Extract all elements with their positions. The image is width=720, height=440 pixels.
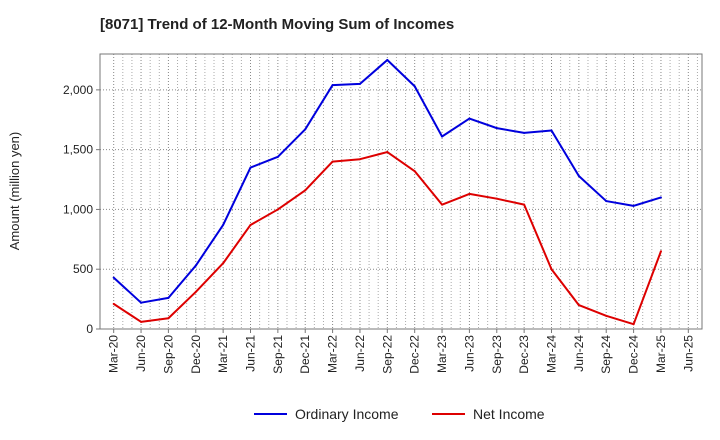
data-point [577,174,580,177]
y-axis-ticks: 0 500 1,000 1,500 2,000 [63,83,100,336]
data-point [523,131,526,134]
data-point [222,223,225,226]
chart-title: [8071] Trend of 12-Month Moving Sum of I… [100,16,455,33]
data-point [358,158,361,161]
plot-area-frame [99,53,703,330]
data-point [140,301,143,304]
y-tick-label: 500 [73,262,93,276]
y-tick-label: 1,000 [63,202,93,216]
data-point [550,129,553,132]
data-point [331,160,334,163]
x-tick-label: Sep-23 [490,335,504,374]
x-tick-label: Mar-22 [326,335,340,373]
data-point [468,192,471,195]
data-point [386,58,389,61]
x-tick-label: Dec-24 [627,335,641,374]
x-tick-label: Mar-23 [435,335,449,373]
data-point [140,320,143,323]
y-tick-label: 1,500 [63,143,93,157]
data-point [276,208,279,211]
data-point [222,262,225,265]
y-tick-label: 0 [86,322,93,336]
data-point [632,204,635,207]
data-point [194,264,197,267]
data-point [304,128,307,131]
x-tick-label: Sep-24 [599,335,613,374]
x-tick-label: Sep-21 [271,335,285,374]
data-point [249,166,252,169]
data-point [194,290,197,293]
data-point [550,268,553,271]
data-point [523,203,526,206]
data-point [605,314,608,317]
data-point [605,200,608,203]
data-point [413,85,416,88]
data-point [495,127,498,130]
grid-lines [100,54,702,329]
x-tick-label: Mar-25 [654,335,668,373]
x-tick-label: Jun-24 [572,335,586,372]
y-axis-title: Amount (million yen) [7,132,22,251]
x-tick-label: Jun-21 [244,335,258,372]
data-point [167,296,170,299]
x-tick-label: Sep-20 [161,335,175,374]
data-point [304,189,307,192]
data-point [112,302,115,305]
x-tick-label: Dec-23 [517,335,531,374]
legend-item: Net Income [432,406,545,422]
data-point [577,304,580,307]
data-point [413,170,416,173]
x-tick-label: Dec-20 [189,335,203,374]
x-tick-label: Sep-22 [380,335,394,374]
x-tick-label: Jun-22 [353,335,367,372]
data-point [386,151,389,154]
x-tick-label: Jun-25 [681,335,695,372]
x-tick-label: Jun-20 [134,335,148,372]
x-tick-label: Mar-24 [545,335,559,373]
data-point [331,84,334,87]
data-point [495,197,498,200]
data-point [441,203,444,206]
data-point [249,223,252,226]
legend-item: Ordinary Income [254,406,399,422]
legend: Ordinary Income Net Income [254,406,545,422]
x-tick-label: Mar-20 [107,335,121,373]
x-axis-ticks: Mar-20 Jun-20 Sep-20 Dec-20 Mar-21 Jun-21 Sep-… [107,329,695,374]
x-tick-label: Mar-21 [216,335,230,373]
x-tick-label: Jun-23 [462,335,476,372]
data-point [468,117,471,120]
data-point [276,155,279,158]
data-point [112,276,115,279]
x-tick-label: Dec-21 [298,335,312,374]
x-tick-label: Dec-22 [408,335,422,374]
series-lines [112,58,662,326]
data-point [167,317,170,320]
legend-label: Net Income [473,406,545,422]
y-tick-label: 2,000 [63,83,93,97]
data-point [358,82,361,85]
legend-label: Ordinary Income [295,406,399,422]
data-point [632,323,635,326]
data-point [659,250,662,253]
data-point [441,135,444,138]
data-point [659,196,662,199]
